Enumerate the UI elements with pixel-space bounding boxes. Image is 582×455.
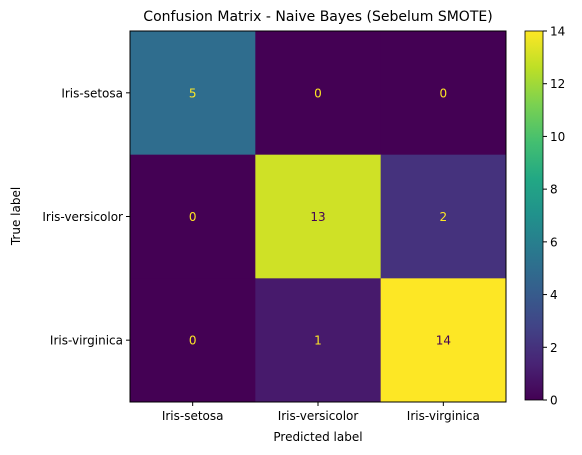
y-axis-ticks: Iris-setosa Iris-versicolor Iris-virginica [42,86,130,348]
cell-value-label: 1 [314,334,322,348]
matrix-cell [255,278,382,403]
colorbar-tick-label: 12 [550,77,565,91]
y-tick-label: Iris-virginica [50,334,123,348]
matrix-cells [130,31,507,403]
colorbar-tick-label: 10 [550,130,565,144]
cell-value-label: 0 [440,86,448,100]
colorbar-tick-label: 0 [550,394,558,408]
matrix-cell [380,278,507,403]
matrix-cell [380,31,507,156]
y-tick-label: Iris-setosa [61,86,123,100]
x-tick-label: Iris-versicolor [278,409,359,423]
matrix-cell [130,154,256,279]
cell-value-label: 14 [436,334,451,348]
y-axis-label: True label [9,187,23,246]
matrix-cell [255,154,382,279]
matrix-cell [380,154,507,279]
cell-value-label: 0 [314,86,322,100]
chart-title: Confusion Matrix - Naive Bayes (Sebelum … [143,9,492,25]
x-axis-label: Predicted label [273,430,362,444]
matrix-cell [255,31,382,156]
colorbar-tick-label: 2 [550,341,558,355]
cell-value-label: 13 [310,210,325,224]
colorbar-tick-label: 8 [550,183,558,197]
colorbar [524,30,544,401]
y-tick-label: Iris-versicolor [42,210,123,224]
colorbar-tick-label: 4 [550,288,558,302]
x-tick-label: Iris-virginica [407,409,480,423]
colorbar-tick-label: 6 [550,235,558,249]
colorbar-ticks: 0 2 4 6 8 10 12 14 [543,25,565,408]
cell-annotations: 5 0 0 0 13 2 0 1 14 [189,86,451,347]
matrix-cell [130,31,256,156]
cell-value-label: 0 [189,210,197,224]
cell-value-label: 5 [189,86,197,100]
colorbar-tick-label: 14 [550,25,565,39]
x-tick-label: Iris-setosa [162,409,224,423]
matrix-cell [130,278,256,403]
x-axis-ticks: Iris-setosa Iris-versicolor Iris-virginica [162,402,480,423]
cell-value-label: 2 [440,210,448,224]
cell-value-label: 0 [189,334,197,348]
